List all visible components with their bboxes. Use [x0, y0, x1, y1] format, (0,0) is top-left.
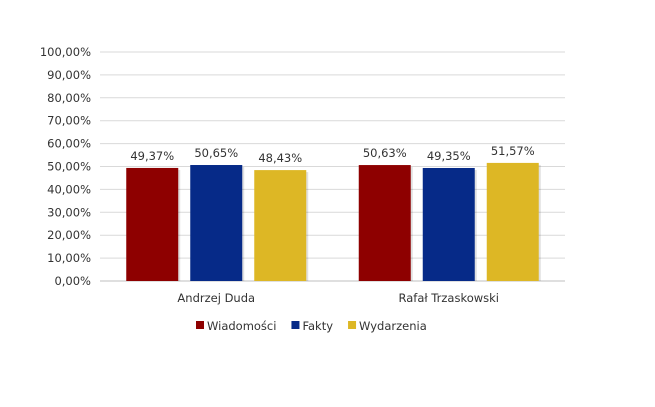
y-tick-label: 60,00% — [47, 137, 91, 151]
y-tick-label: 10,00% — [47, 251, 91, 265]
y-tick-label: 100,00% — [40, 45, 91, 59]
y-tick-label: 20,00% — [47, 228, 91, 242]
y-tick-label: 50,00% — [47, 160, 91, 174]
legend-label: Fakty — [302, 319, 333, 333]
bar-wiadomości — [358, 165, 411, 281]
legend-label: Wydarzenia — [359, 319, 427, 333]
bar-wydarzenia — [486, 162, 539, 281]
y-tick-label: 90,00% — [47, 68, 91, 82]
y-tick-label: 40,00% — [47, 182, 91, 196]
data-label: 50,65% — [194, 146, 238, 160]
data-label: 51,57% — [491, 144, 535, 158]
bar-wydarzenia — [254, 170, 307, 281]
category-label: Andrzej Duda — [177, 291, 255, 305]
y-tick-label: 70,00% — [47, 114, 91, 128]
bar-wiadomości — [126, 167, 179, 281]
data-label: 50,63% — [363, 146, 407, 160]
legend-swatch — [348, 321, 357, 329]
legend-swatch — [291, 321, 300, 329]
bar-fakty — [190, 165, 243, 281]
legend-label: Wiadomości — [207, 319, 276, 333]
data-label: 49,35% — [427, 149, 471, 163]
y-tick-label: 80,00% — [47, 91, 91, 105]
y-tick-label: 0,00% — [54, 274, 91, 288]
data-label: 48,43% — [258, 151, 302, 165]
category-label: Rafał Trzaskowski — [399, 291, 499, 305]
legend-swatch — [196, 321, 204, 329]
y-tick-label: 30,00% — [47, 205, 91, 219]
bar-fakty — [422, 167, 475, 281]
data-label: 49,37% — [130, 149, 174, 163]
